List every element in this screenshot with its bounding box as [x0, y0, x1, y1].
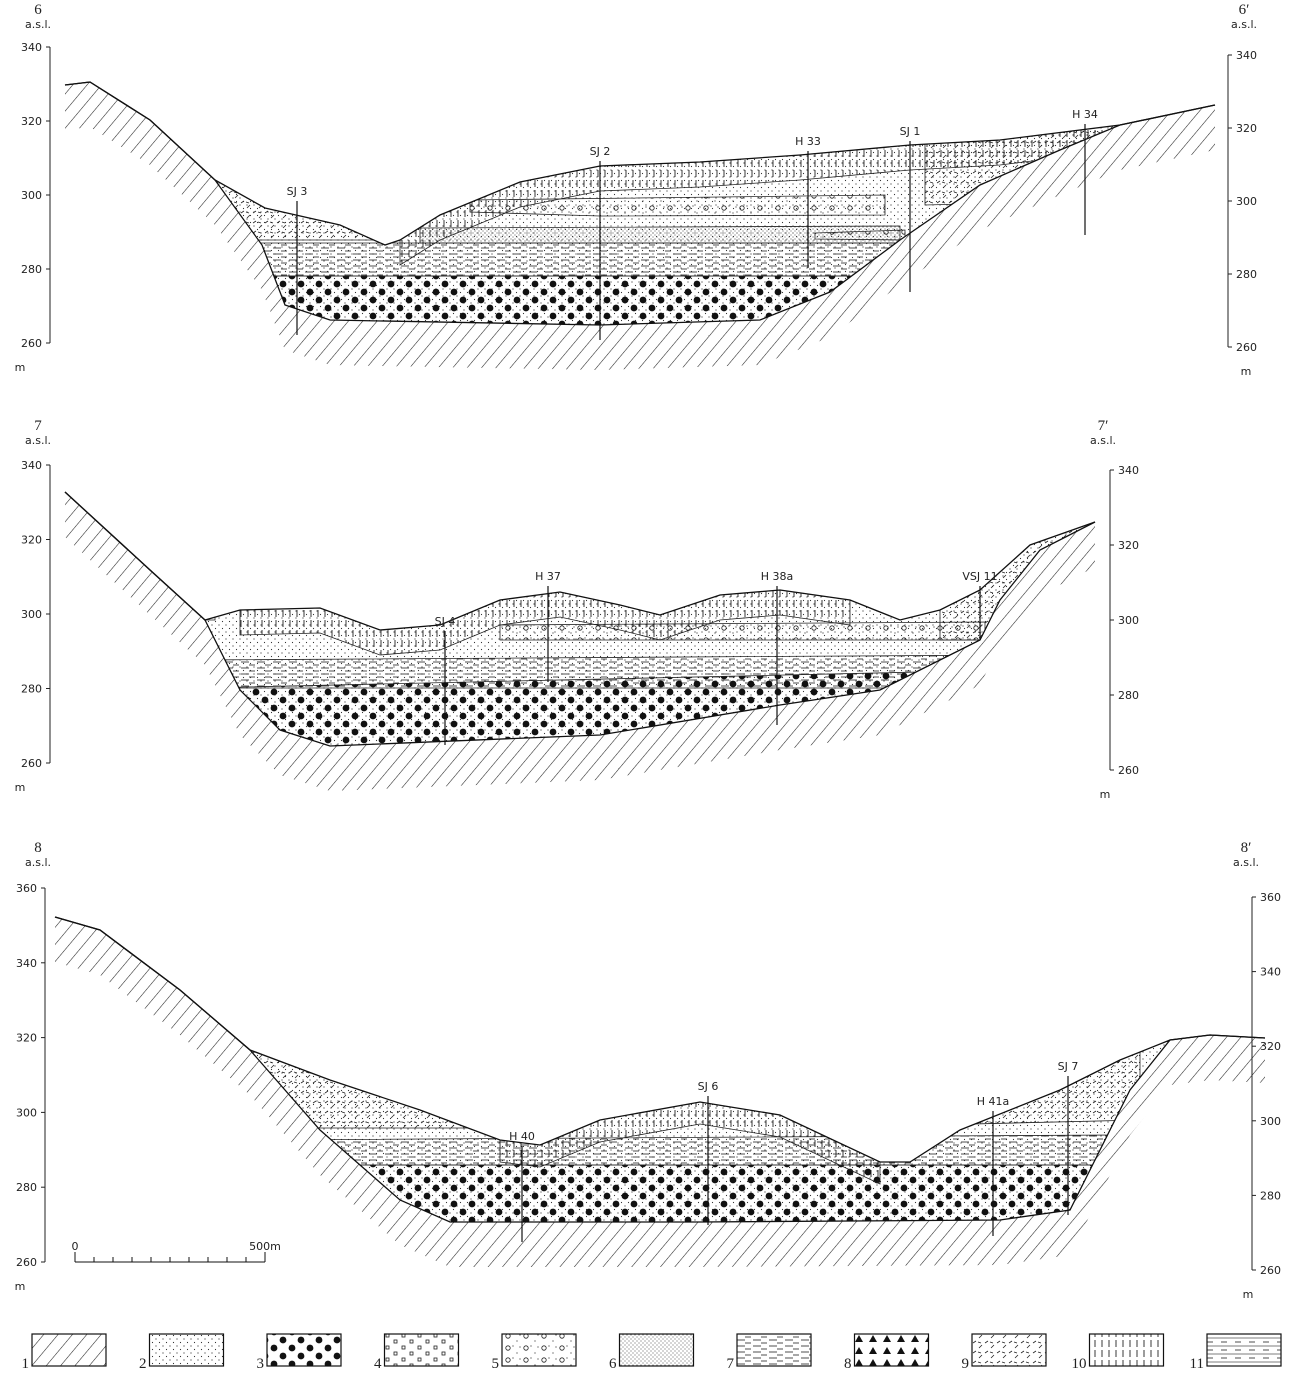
unit-m: m [15, 1280, 26, 1293]
tick-label: 300 [21, 608, 42, 621]
borehole-label: H 33 [795, 135, 821, 148]
unit-m: m [15, 781, 26, 794]
section-label: 7′ [1098, 418, 1109, 434]
tick-label: 280 [1118, 689, 1139, 702]
borehole-label: SJ 2 [590, 145, 611, 158]
legend-number: 3 [257, 1356, 265, 1372]
legend-swatch [855, 1334, 929, 1366]
layer [500, 622, 985, 640]
section-label: 8′ [1241, 840, 1252, 856]
legend-swatch [620, 1334, 694, 1366]
legend-swatch [737, 1334, 811, 1366]
tick-label: 340 [16, 957, 37, 970]
borehole-label: H 41a [977, 1095, 1010, 1108]
legend-swatch [972, 1334, 1046, 1366]
tick-label: 320 [1260, 1040, 1281, 1053]
tick-label: 280 [16, 1181, 37, 1194]
tick-label: 260 [21, 757, 42, 770]
tick-label: 280 [21, 683, 42, 696]
legend-number: 2 [139, 1356, 147, 1372]
scale-end: 500m [249, 1240, 281, 1253]
cross-sections-figure: 3403203002802606a.s.l.m3403203002802606′… [0, 0, 1299, 1378]
scale-start: 0 [72, 1240, 79, 1253]
tick-label: 300 [21, 189, 42, 202]
unit-label: a.s.l. [25, 18, 51, 31]
tick-label: 300 [1260, 1115, 1281, 1128]
tick-label: 260 [1260, 1264, 1281, 1277]
borehole-label: SJ 7 [1058, 1060, 1079, 1073]
tick-label: 340 [21, 459, 42, 472]
tick-label: 260 [1118, 764, 1139, 777]
tick-label: 260 [16, 1256, 37, 1269]
legend-swatch [150, 1334, 224, 1366]
tick-label: 280 [1236, 268, 1257, 281]
borehole-label: H 40 [509, 1130, 535, 1143]
tick-label: 320 [1236, 122, 1257, 135]
legend-swatch [385, 1334, 459, 1366]
tick-label: 320 [16, 1032, 37, 1045]
borehole-label: H 37 [535, 570, 561, 583]
tick-label: 360 [16, 882, 37, 895]
legend-number: 1 [22, 1356, 30, 1372]
unit-label: a.s.l. [25, 434, 51, 447]
tick-label: 260 [21, 337, 42, 350]
section-label: 7 [34, 418, 42, 434]
legend-number: 11 [1190, 1356, 1204, 1372]
legend-number: 4 [374, 1356, 382, 1372]
tick-label: 320 [21, 534, 42, 547]
unit-m: m [1243, 1288, 1254, 1301]
tick-label: 300 [16, 1106, 37, 1119]
layer [200, 243, 950, 276]
legend-swatch [267, 1334, 341, 1366]
tick-label: 320 [1118, 539, 1139, 552]
borehole-label: SJ 4 [435, 615, 456, 628]
section-label: 8 [34, 840, 42, 856]
tick-label: 340 [1118, 464, 1139, 477]
borehole-label: H 38a [761, 570, 794, 583]
layer [930, 1030, 1140, 1125]
borehole-label: SJ 6 [698, 1080, 719, 1093]
unit-m: m [15, 361, 26, 374]
tick-label: 280 [21, 263, 42, 276]
borehole-label: VSJ 11 [962, 570, 997, 583]
unit-m: m [1100, 788, 1111, 801]
tick-label: 320 [21, 115, 42, 128]
legend-swatch [32, 1334, 106, 1366]
legend-number: 5 [492, 1356, 500, 1372]
legend-number: 8 [844, 1356, 852, 1372]
unit-label: a.s.l. [1231, 18, 1257, 31]
tick-label: 300 [1118, 614, 1139, 627]
unit-label: a.s.l. [25, 856, 51, 869]
layer [250, 1135, 1110, 1165]
unit-label: a.s.l. [1090, 434, 1116, 447]
section-label: 6 [34, 2, 42, 18]
tick-label: 260 [1236, 341, 1257, 354]
legend-number: 7 [727, 1356, 735, 1372]
borehole-label: SJ 1 [900, 125, 921, 138]
legend-swatch [502, 1334, 576, 1366]
borehole-label: SJ 3 [287, 185, 308, 198]
tick-label: 300 [1236, 195, 1257, 208]
tick-label: 340 [21, 41, 42, 54]
unit-m: m [1241, 365, 1252, 378]
tick-label: 340 [1236, 49, 1257, 62]
legend-number: 6 [609, 1356, 617, 1372]
legend-number: 10 [1072, 1356, 1087, 1372]
scale-bar: 0 500m [72, 1240, 281, 1262]
tick-label: 280 [1260, 1189, 1281, 1202]
section-label: 6′ [1239, 2, 1250, 18]
tick-label: 360 [1260, 891, 1281, 904]
tick-label: 340 [1260, 966, 1281, 979]
borehole-label: H 34 [1072, 108, 1098, 121]
legend-number: 9 [962, 1356, 970, 1372]
legend-swatch [1207, 1334, 1281, 1366]
legend-swatch [1090, 1334, 1164, 1366]
legend: 1 2 3 4 5 6 7 8 9 10 11 [22, 1334, 1282, 1372]
unit-label: a.s.l. [1233, 856, 1259, 869]
